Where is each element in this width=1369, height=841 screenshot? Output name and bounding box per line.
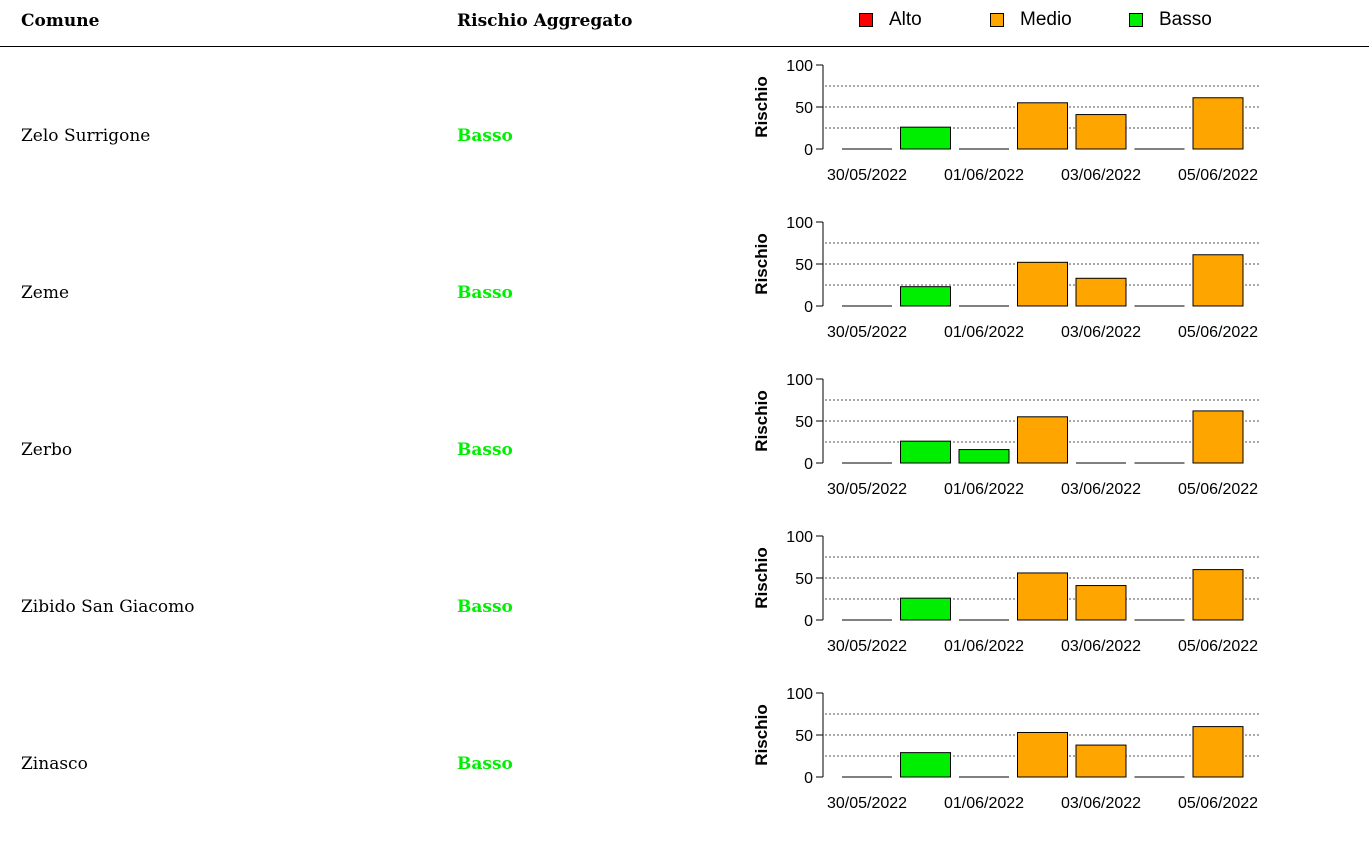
x-tick-label: 03/06/2022 — [1061, 481, 1141, 498]
rischio-aggregato-value: Basso — [457, 754, 513, 774]
y-tick-label: 50 — [795, 100, 813, 117]
comune-column-header: Comune — [21, 11, 100, 31]
comune-name: Zibido San Giacomo — [21, 597, 195, 617]
bar — [1192, 97, 1244, 150]
bar — [1075, 585, 1127, 621]
table-row: Zinasco Basso 0 50 100 Rischio 30/05/2022 01/… — [0, 684, 1369, 841]
x-tick-label: 03/06/2022 — [1061, 638, 1141, 655]
rischio-column-header: Rischio Aggregato — [457, 11, 633, 31]
bar — [900, 440, 951, 464]
y-axis-label: Rischio — [752, 76, 771, 137]
x-tick-label: 30/05/2022 — [827, 638, 907, 655]
x-tick-label: 30/05/2022 — [827, 324, 907, 341]
y-tick-label: 100 — [786, 529, 813, 546]
x-tick-label: 05/06/2022 — [1178, 481, 1258, 498]
comune-name: Zeme — [21, 283, 70, 303]
legend-label-alto: Alto — [889, 9, 922, 30]
bar — [1017, 102, 1068, 150]
legend-item-alto: Alto — [859, 9, 922, 31]
risk-bar-chart: 0 50 100 Rischio 30/05/2022 01/06/2022 03/06/2… — [752, 372, 1260, 498]
x-tick-label: 01/06/2022 — [944, 638, 1024, 655]
bar — [1192, 254, 1244, 307]
bar — [1192, 410, 1244, 464]
x-tick-label: 01/06/2022 — [944, 324, 1024, 341]
x-tick-label: 05/06/2022 — [1178, 638, 1258, 655]
comune-name: Zerbo — [21, 440, 73, 460]
legend-swatch-alto — [859, 13, 873, 27]
rischio-aggregato-value: Basso — [457, 597, 513, 617]
x-tick-label: 03/06/2022 — [1061, 795, 1141, 812]
bar — [1017, 572, 1068, 621]
bar — [900, 597, 951, 621]
y-axis-label: Rischio — [752, 233, 771, 294]
legend-item-basso: Basso — [1129, 9, 1212, 31]
risk-bar-chart: 0 50 100 Rischio 30/05/2022 01/06/2022 03/06/2… — [752, 215, 1260, 341]
bar — [958, 449, 1010, 464]
bar — [900, 752, 951, 778]
x-tick-label: 03/06/2022 — [1061, 324, 1141, 341]
bar — [1075, 277, 1127, 307]
x-tick-label: 01/06/2022 — [944, 167, 1024, 184]
y-tick-label: 0 — [804, 142, 813, 159]
table-row: Zeme Basso 0 50 100 Rischio 30/05/2022 01/06/… — [0, 213, 1369, 370]
bar — [1192, 569, 1244, 621]
y-tick-label: 0 — [804, 299, 813, 316]
comune-name: Zelo Surrigone — [21, 126, 151, 146]
legend-label-basso: Basso — [1159, 9, 1212, 30]
bar — [1017, 731, 1068, 778]
x-tick-label: 30/05/2022 — [827, 481, 907, 498]
rischio-aggregato-value: Basso — [457, 283, 513, 303]
table-row: Zibido San Giacomo Basso 0 50 100 Rischio 30… — [0, 527, 1369, 684]
x-tick-label: 05/06/2022 — [1178, 167, 1258, 184]
y-axis-label: Rischio — [752, 547, 771, 608]
bar — [1017, 261, 1068, 307]
bar — [900, 286, 951, 307]
legend-item-medio: Medio — [990, 9, 1072, 31]
x-tick-label: 01/06/2022 — [944, 795, 1024, 812]
bar — [1192, 726, 1244, 778]
bar — [900, 126, 951, 150]
risk-bar-chart: 0 50 100 Rischio 30/05/2022 01/06/2022 03/06/2… — [752, 58, 1260, 184]
legend-swatch-medio — [990, 13, 1004, 27]
rischio-aggregato-value: Basso — [457, 126, 513, 146]
y-tick-label: 100 — [786, 686, 813, 703]
table-row: Zerbo Basso 0 50 100 Rischio 30/05/2022 01/06… — [0, 370, 1369, 527]
y-tick-label: 0 — [804, 770, 813, 787]
header-divider — [0, 46, 1369, 47]
y-tick-label: 50 — [795, 414, 813, 431]
y-tick-label: 50 — [795, 571, 813, 588]
x-tick-label: 30/05/2022 — [827, 795, 907, 812]
y-tick-label: 0 — [804, 613, 813, 630]
bar — [1075, 744, 1127, 778]
y-tick-label: 0 — [804, 456, 813, 473]
bar — [1075, 114, 1127, 150]
risk-bar-chart: 0 50 100 Rischio 30/05/2022 01/06/2022 03/06/2… — [752, 529, 1260, 655]
bar — [1017, 416, 1068, 464]
table-row: Zelo Surrigone Basso 0 50 100 Rischio 30/05/… — [0, 56, 1369, 213]
x-tick-label: 30/05/2022 — [827, 167, 907, 184]
x-tick-label: 01/06/2022 — [944, 481, 1024, 498]
legend-swatch-basso — [1129, 13, 1143, 27]
y-tick-label: 100 — [786, 215, 813, 232]
x-tick-label: 05/06/2022 — [1178, 324, 1258, 341]
y-tick-label: 50 — [795, 257, 813, 274]
legend-label-medio: Medio — [1020, 9, 1072, 30]
risk-bar-chart: 0 50 100 Rischio 30/05/2022 01/06/2022 03/06/2… — [752, 686, 1260, 812]
x-tick-label: 05/06/2022 — [1178, 795, 1258, 812]
y-tick-label: 100 — [786, 372, 813, 389]
y-axis-label: Rischio — [752, 704, 771, 765]
x-tick-label: 03/06/2022 — [1061, 167, 1141, 184]
y-axis-label: Rischio — [752, 390, 771, 451]
rischio-aggregato-value: Basso — [457, 440, 513, 460]
y-tick-label: 100 — [786, 58, 813, 75]
comune-name: Zinasco — [21, 754, 88, 774]
y-tick-label: 50 — [795, 728, 813, 745]
